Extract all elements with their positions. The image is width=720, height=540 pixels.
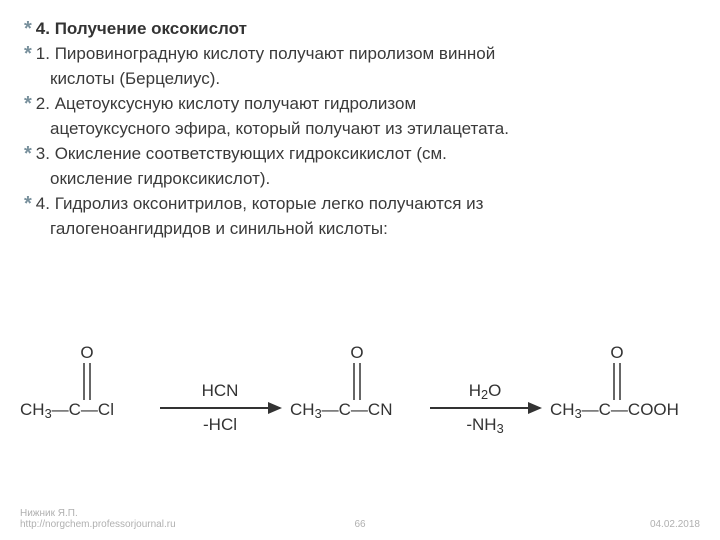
bullet-star: * bbox=[24, 18, 32, 41]
line-text: 1. Пировиноградную кислоту получают пиро… bbox=[36, 43, 495, 66]
svg-text:-HCl: -HCl bbox=[203, 415, 237, 434]
svg-text:HCN: HCN bbox=[202, 381, 239, 400]
svg-text:O: O bbox=[80, 343, 93, 362]
svg-text:CH3—C—CN: CH3—C—CN bbox=[290, 400, 393, 421]
page-number: 66 bbox=[354, 519, 365, 530]
svg-text:CH3—C—COOH: CH3—C—COOH bbox=[550, 400, 679, 421]
footer: Нижник Я.П. http://norgchem.professorjou… bbox=[20, 508, 700, 530]
svg-text:-NH3: -NH3 bbox=[466, 415, 503, 436]
text-line: *1. Пировиноградную кислоту получают пир… bbox=[24, 43, 696, 66]
text-line: кислоты (Берцелиус). bbox=[24, 68, 696, 91]
text-line: окисление гидроксикислот). bbox=[24, 168, 696, 191]
slide-content: *4. Получение оксокислот*1. Пировиноград… bbox=[0, 0, 720, 241]
bullet-star: * bbox=[24, 143, 32, 166]
reaction-diagram: CH3—C—Cl O CH3—C—CN O CH3—C—COOH O HCN -HCl H2O -… bbox=[10, 330, 710, 450]
footer-date: 04.02.2018 bbox=[650, 519, 700, 530]
text-line: ацетоуксусного эфира, который получают и… bbox=[24, 118, 696, 141]
bullet-star: * bbox=[24, 93, 32, 116]
footer-left: Нижник Я.П. http://norgchem.professorjou… bbox=[20, 508, 176, 530]
text-line: *2. Ацетоуксусную кислоту получают гидро… bbox=[24, 93, 696, 116]
svg-text:O: O bbox=[350, 343, 363, 362]
bullet-star: * bbox=[24, 193, 32, 216]
text-line: *3. Окисление соответствующих гидроксики… bbox=[24, 143, 696, 166]
text-line: галогеноангидридов и синильной кислоты: bbox=[24, 218, 696, 241]
text-line: *4. Гидролиз оксонитрилов, которые легко… bbox=[24, 193, 696, 216]
text-line: *4. Получение оксокислот bbox=[24, 18, 696, 41]
footer-author: Нижник Я.П. bbox=[20, 508, 176, 519]
line-text: 2. Ацетоуксусную кислоту получают гидрол… bbox=[36, 93, 416, 116]
line-text: 3. Окисление соответствующих гидроксикис… bbox=[36, 143, 447, 166]
line-text: 4. Получение оксокислот bbox=[36, 18, 247, 41]
svg-text:CH3—C—Cl: CH3—C—Cl bbox=[20, 400, 114, 421]
footer-url: http://norgchem.professorjournal.ru bbox=[20, 519, 176, 530]
svg-text:H2O: H2O bbox=[469, 381, 502, 402]
svg-text:O: O bbox=[610, 343, 623, 362]
bullet-star: * bbox=[24, 43, 32, 66]
line-text: 4. Гидролиз оксонитрилов, которые легко … bbox=[36, 193, 484, 216]
